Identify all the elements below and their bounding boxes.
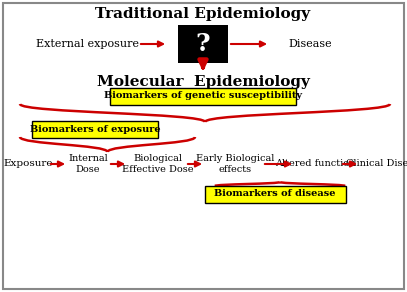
- Text: Early Biological
effects: Early Biological effects: [196, 154, 274, 174]
- Text: Internal
Dose: Internal Dose: [68, 154, 108, 174]
- Text: Altered function: Altered function: [275, 159, 355, 168]
- FancyBboxPatch shape: [32, 121, 158, 138]
- Text: Exposure: Exposure: [3, 159, 53, 168]
- Text: Molecular  Epidemiology: Molecular Epidemiology: [96, 75, 309, 89]
- FancyBboxPatch shape: [178, 25, 228, 63]
- FancyBboxPatch shape: [110, 88, 296, 105]
- Text: Clinical Disease: Clinical Disease: [346, 159, 407, 168]
- Text: Biomarkers of exposure: Biomarkers of exposure: [30, 124, 160, 133]
- Text: External exposure: External exposure: [35, 39, 138, 49]
- Text: Biomarkers of genetic susceptibility: Biomarkers of genetic susceptibility: [104, 91, 302, 100]
- FancyBboxPatch shape: [204, 185, 346, 202]
- Text: Biomarkers of disease: Biomarkers of disease: [214, 190, 336, 199]
- Text: Traditional Epidemiology: Traditional Epidemiology: [95, 7, 311, 21]
- Text: Disease: Disease: [288, 39, 332, 49]
- Text: Biological
Effective Dose: Biological Effective Dose: [122, 154, 194, 174]
- Text: ?: ?: [196, 32, 210, 56]
